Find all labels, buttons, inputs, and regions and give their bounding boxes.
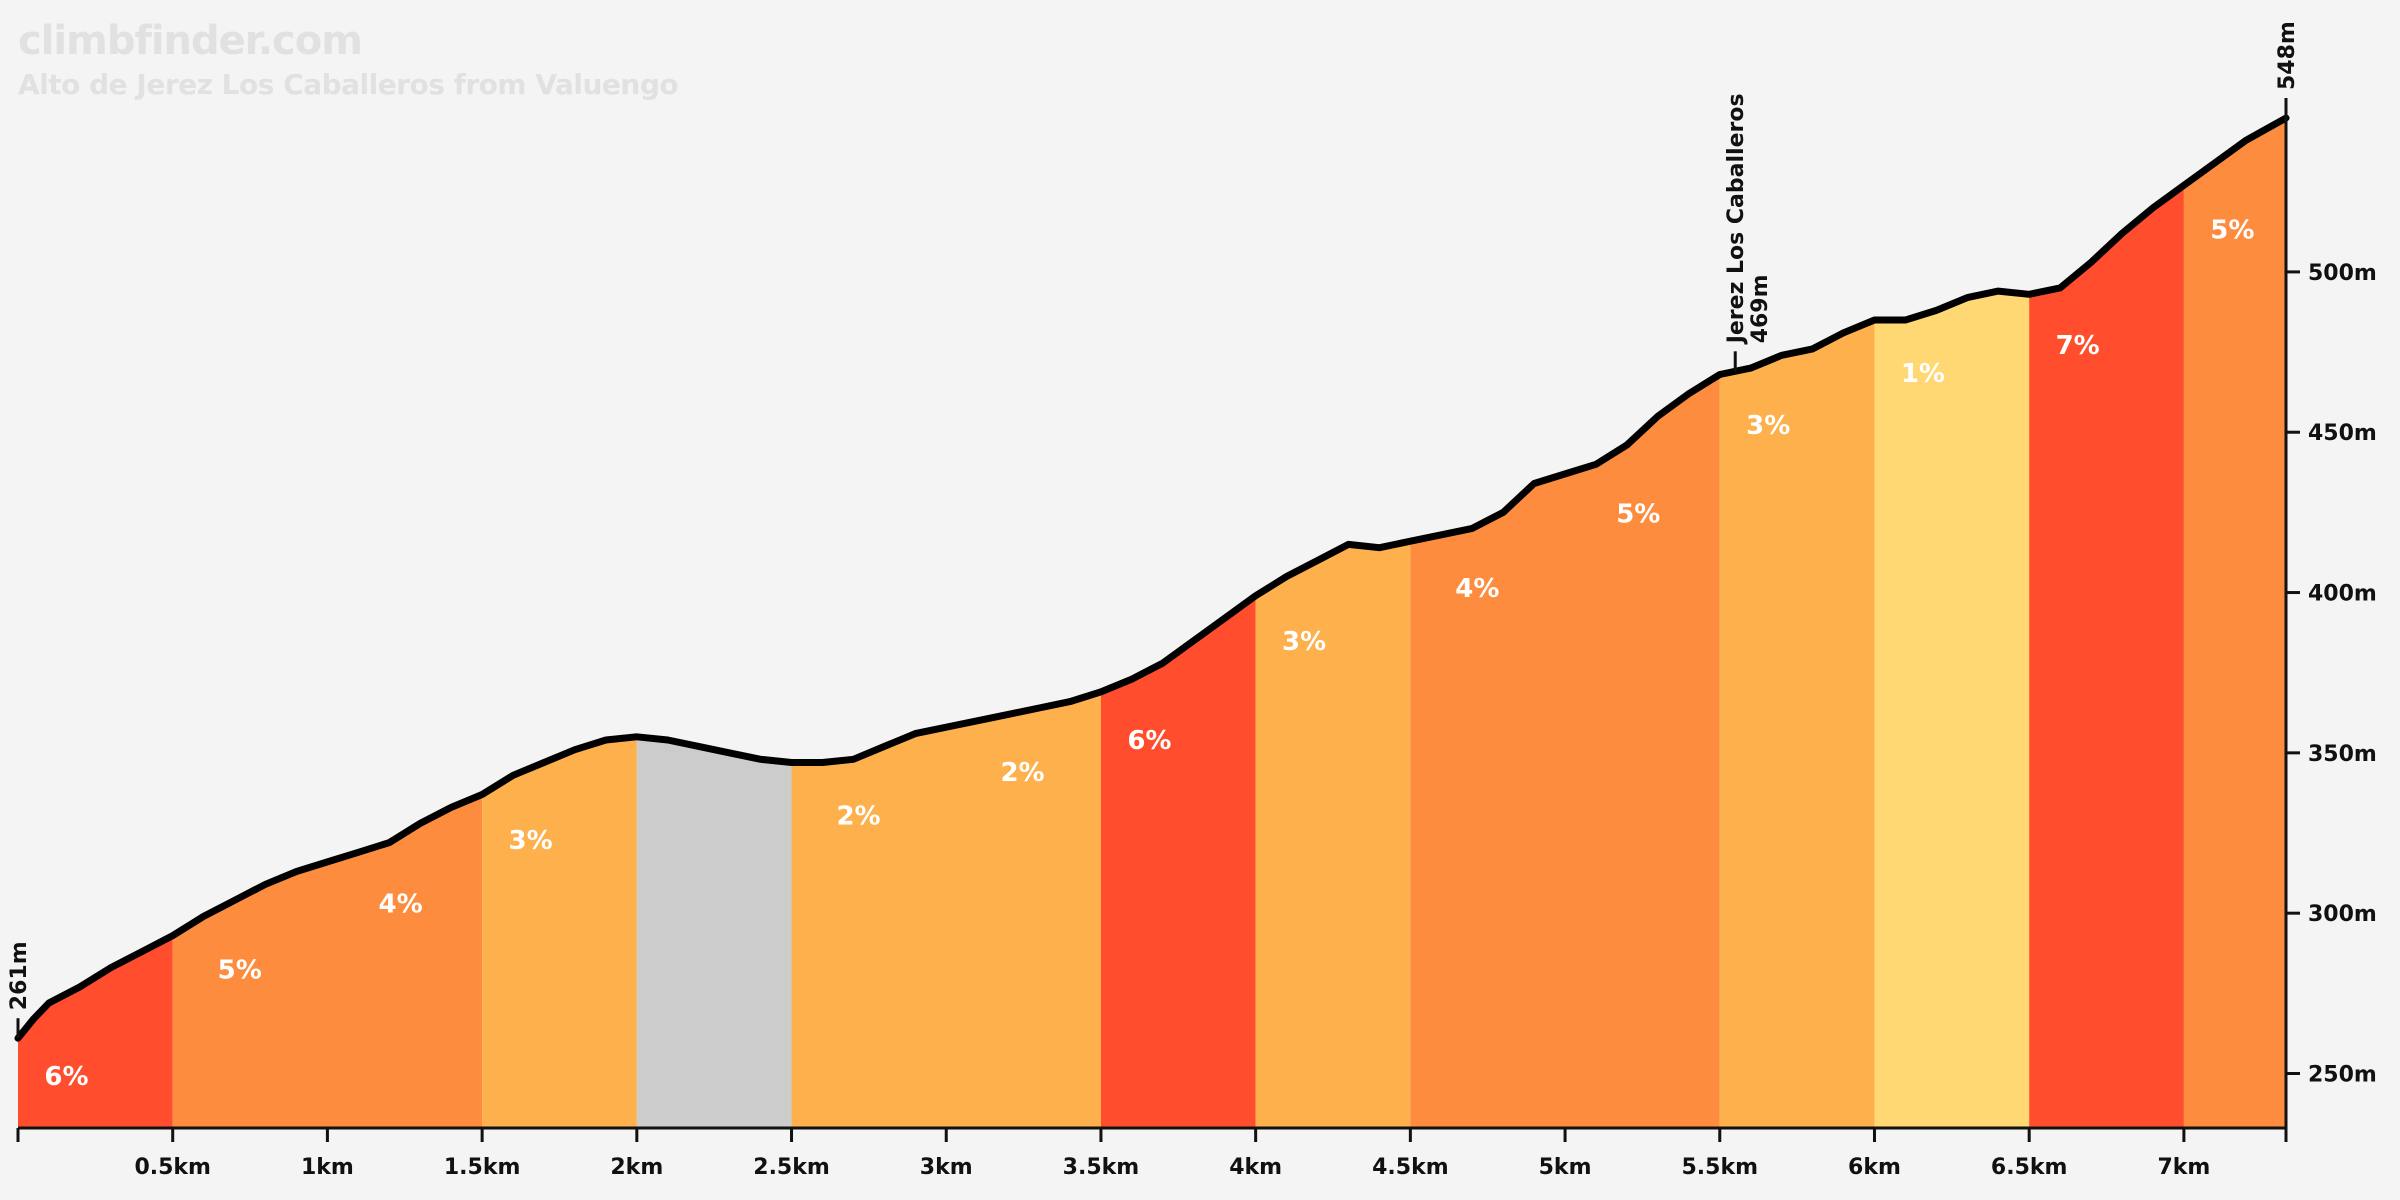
- grade-label: 7%: [2056, 331, 2100, 361]
- grade-label: 5%: [2210, 215, 2254, 245]
- x-tick-label: 4km: [1229, 1155, 1282, 1180]
- grade-segment: [482, 736, 637, 1128]
- x-tick-label: 6km: [1848, 1155, 1901, 1180]
- grade-segment: [18, 935, 173, 1128]
- x-tick-label: 1.5km: [444, 1155, 521, 1180]
- annotation-label: 261m: [7, 941, 32, 1010]
- y-tick-label: 250m: [2308, 1062, 2377, 1087]
- x-tick-label: 4.5km: [1372, 1155, 1449, 1180]
- grade-segment: [2183, 118, 2286, 1128]
- y-tick-label: 400m: [2308, 582, 2377, 607]
- y-tick-label: 300m: [2308, 902, 2377, 927]
- profile-line-group: [14, 114, 2290, 1042]
- y-tick-label: 350m: [2308, 742, 2377, 767]
- y-tick-label: 500m: [2308, 261, 2377, 286]
- x-tick-label: 3km: [920, 1155, 973, 1180]
- grade-segment: [172, 794, 483, 1128]
- x-tick-label: 2.5km: [753, 1155, 830, 1180]
- x-tick-label: 2km: [610, 1155, 663, 1180]
- x-tick-label: 7km: [2157, 1155, 2210, 1180]
- site-logo-text: climbfinder.com: [18, 18, 363, 64]
- annotation-label: Jerez Los Caballeros: [1724, 93, 1749, 345]
- x-tick-label: 1km: [301, 1155, 354, 1180]
- climb-title: Alto de Jerez Los Caballeros from Valuen…: [18, 68, 679, 101]
- annotation-label: 548m: [2275, 21, 2300, 90]
- x-tick-label: 5km: [1539, 1155, 1592, 1180]
- grade-segment: [1410, 374, 1720, 1128]
- gradient-segments: [18, 118, 2286, 1129]
- grade-label: 6%: [44, 1062, 88, 1092]
- x-tick-label: 5.5km: [1682, 1155, 1759, 1180]
- annotations: 261m Jerez Los Caballeros 469m 548m: [7, 21, 2300, 1039]
- grade-segment: [1874, 291, 2030, 1129]
- profile-line: [14, 114, 2290, 1042]
- grade-label: 4%: [379, 889, 423, 919]
- x-tick-label: 0.5km: [134, 1155, 211, 1180]
- grade-segment: [636, 736, 792, 1128]
- grade-label: 5%: [218, 955, 262, 985]
- grade-label: 1%: [1901, 359, 1945, 389]
- x-tick-label: 6.5km: [1991, 1155, 2068, 1180]
- annotation-elevation: 469m: [1748, 274, 1773, 343]
- grade-label: 2%: [1000, 758, 1044, 788]
- grade-label: 3%: [508, 826, 552, 856]
- grade-segment: [1100, 595, 1256, 1128]
- grade-label: 2%: [836, 801, 880, 831]
- gradient-labels: 6% 5% 4% 3% 2% 2% 6% 3% 4% 5% 3% 1% 7% 5%: [44, 215, 2254, 1091]
- grade-segment: [2029, 185, 2184, 1129]
- axes: 0.5km 1km 1.5km 2km 2.5km 3km 3.5km 4km 4.5km 5km…: [16, 118, 2377, 1180]
- x-tick-label: 3.5km: [1063, 1155, 1140, 1180]
- grade-label: 5%: [1616, 499, 1660, 529]
- grade-segment: [1719, 320, 1875, 1128]
- grade-label: 3%: [1282, 627, 1326, 657]
- y-tick-label: 450m: [2308, 421, 2377, 446]
- grade-label: 4%: [1455, 574, 1499, 604]
- grade-label: 3%: [1746, 411, 1790, 441]
- grade-label: 6%: [1127, 726, 1171, 756]
- grade-segment: [791, 691, 1101, 1128]
- grade-segment: [1255, 541, 1411, 1128]
